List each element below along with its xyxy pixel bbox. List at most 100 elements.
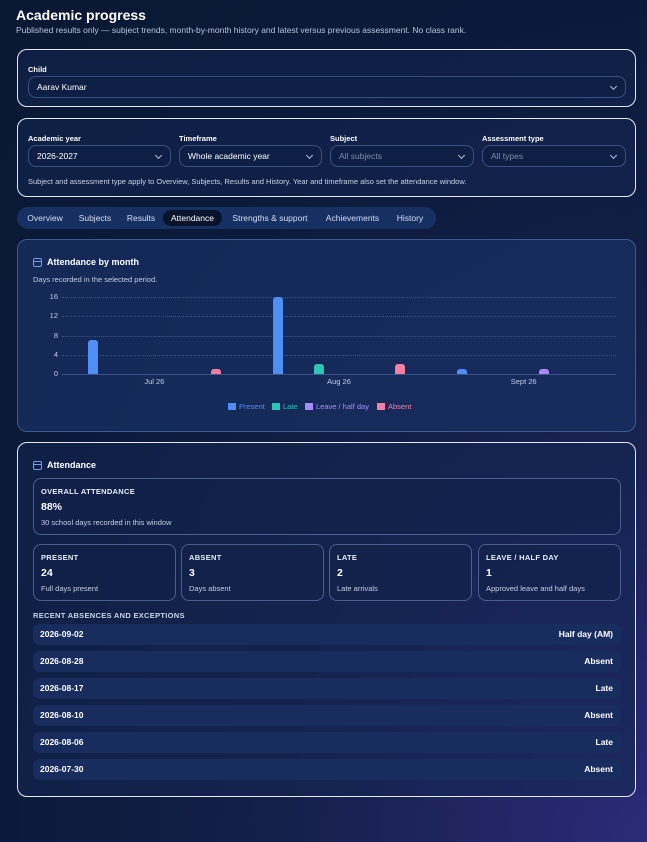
bar-present-jul-26[interactable] <box>88 340 98 374</box>
filters-note: Subject and assessment type apply to Ove… <box>28 177 467 186</box>
calendar-icon <box>33 258 42 267</box>
bar-absent-aug-26[interactable] <box>395 364 406 374</box>
overall-attendance-value: 88% <box>41 501 63 513</box>
list-item: 2026-08-10 Absent <box>33 705 621 726</box>
child-select[interactable]: Aarav Kumar <box>28 76 626 98</box>
overall-attendance-sub: 30 school days recorded in this window <box>41 518 172 527</box>
y-tick-label: 0 <box>53 369 58 378</box>
legend-swatch <box>377 403 385 410</box>
x-tick-label: Sept 26 <box>510 377 537 386</box>
list-item: 2026-09-02 Half day (AM) <box>33 624 621 645</box>
exception-date: 2026-09-02 <box>40 629 84 639</box>
section-tabs: Overview Subjects Results Attendance Str… <box>17 207 436 229</box>
stat-label: PRESENT <box>41 553 79 562</box>
bar-present-aug-26[interactable] <box>272 297 283 374</box>
stat-value: 2 <box>337 567 343 579</box>
stat-late-box: LATE 2 Late arrivals <box>329 544 472 601</box>
bar-late-aug-26[interactable] <box>313 364 324 374</box>
exception-date: 2026-08-28 <box>40 656 84 666</box>
assessment-select-value: All types <box>491 151 524 161</box>
bar-absent-jul-26[interactable] <box>210 369 221 374</box>
legend-swatch <box>228 403 236 410</box>
legend-label: Present <box>239 402 265 411</box>
y-tick-label: 12 <box>49 311 58 321</box>
exception-status: Absent <box>584 656 613 666</box>
stat-value: 1 <box>486 567 492 579</box>
chevron-down-icon <box>457 151 466 160</box>
stat-label: LEAVE / HALF DAY <box>486 553 559 562</box>
list-item: 2026-08-06 Late <box>33 732 621 753</box>
child-select-value: Aarav Kumar <box>37 82 87 92</box>
legend-label: Late <box>283 402 298 411</box>
subject-label: Subject <box>330 134 358 143</box>
y-tick-label: 4 <box>53 349 58 359</box>
grid-line <box>62 374 616 375</box>
overall-attendance-box: OVERALL ATTENDANCE 88% 30 school days re… <box>33 478 621 535</box>
exception-date: 2026-08-06 <box>40 737 84 747</box>
bar-present-sept-26[interactable] <box>457 369 468 374</box>
tab-attendance[interactable]: Attendance <box>163 210 222 226</box>
year-select-value: 2026-2027 <box>37 151 78 161</box>
tab-strengths-support[interactable]: Strengths & support <box>232 213 308 223</box>
child-label: Child <box>28 65 47 74</box>
calendar-icon <box>33 461 42 470</box>
x-tick-label: Jul 26 <box>144 377 165 386</box>
subject-select[interactable]: All subjects <box>330 145 474 167</box>
exception-status: Late <box>595 737 613 747</box>
exceptions-heading: RECENT ABSENCES AND EXCEPTIONS <box>33 611 185 620</box>
x-tick-label: Aug 26 <box>327 377 351 386</box>
legend-label: Absent <box>388 402 412 411</box>
timeframe-select[interactable]: Whole academic year <box>179 145 322 167</box>
timeframe-label: Timeframe <box>179 134 217 143</box>
exception-date: 2026-07-30 <box>40 764 84 774</box>
filters-card: Academic year 2026-2027 Timeframe Whole … <box>17 118 636 197</box>
exception-date: 2026-08-10 <box>40 710 84 720</box>
stat-sub: Approved leave and half days <box>486 584 585 593</box>
list-item: 2026-08-28 Absent <box>33 651 621 672</box>
exception-status: Late <box>595 683 613 693</box>
child-card: Child Aarav Kumar <box>17 49 636 107</box>
list-item: 2026-07-30 Absent <box>33 759 621 780</box>
exception-status: Absent <box>584 764 613 774</box>
stat-label: ABSENT <box>189 553 222 562</box>
grid-line <box>62 354 616 356</box>
attendance-title: Attendance <box>47 460 97 470</box>
tab-results[interactable]: Results <box>126 213 156 223</box>
year-select[interactable]: 2026-2027 <box>28 145 171 167</box>
y-tick-label: 8 <box>53 330 58 340</box>
chevron-down-icon <box>609 82 618 91</box>
legend-swatch <box>305 403 313 410</box>
tab-history[interactable]: History <box>396 213 424 223</box>
stat-label: LATE <box>337 553 358 562</box>
stat-sub: Late arrivals <box>337 584 378 593</box>
stat-present-box: PRESENT 24 Full days present <box>33 544 176 601</box>
grid-line <box>62 316 616 318</box>
stat-leave-box: LEAVE / HALF DAY 1 Approved leave and ha… <box>478 544 621 601</box>
assessment-select[interactable]: All types <box>482 145 626 167</box>
tab-overview[interactable]: Overview <box>27 213 63 223</box>
stat-absent-box: ABSENT 3 Days absent <box>181 544 324 601</box>
tab-subjects[interactable]: Subjects <box>78 213 112 223</box>
tab-achievements[interactable]: Achievements <box>325 213 380 223</box>
y-tick-label: 16 <box>49 292 58 301</box>
page-title: Academic progress <box>16 7 146 23</box>
grid-line <box>62 297 616 298</box>
chevron-down-icon <box>609 151 618 160</box>
page-subtitle: Published results only — subject trends,… <box>16 25 467 35</box>
subject-select-value: All subjects <box>339 151 382 161</box>
chart-title: Attendance by month <box>47 257 140 267</box>
legend-swatch <box>272 403 280 410</box>
stat-sub: Days absent <box>189 584 231 593</box>
stat-sub: Full days present <box>41 584 99 593</box>
stat-value: 24 <box>41 567 53 579</box>
exception-date: 2026-08-17 <box>40 683 84 693</box>
legend-label: Leave / half day <box>316 402 369 411</box>
bar-leave-half-day-sept-26[interactable] <box>539 369 550 374</box>
list-item: 2026-08-17 Late <box>33 678 621 699</box>
assessment-label: Assessment type <box>482 134 544 143</box>
grid-line <box>62 335 616 337</box>
timeframe-select-value: Whole academic year <box>188 151 270 161</box>
exception-status: Half day (AM) <box>558 629 613 639</box>
overall-attendance-label: OVERALL ATTENDANCE <box>41 487 136 496</box>
